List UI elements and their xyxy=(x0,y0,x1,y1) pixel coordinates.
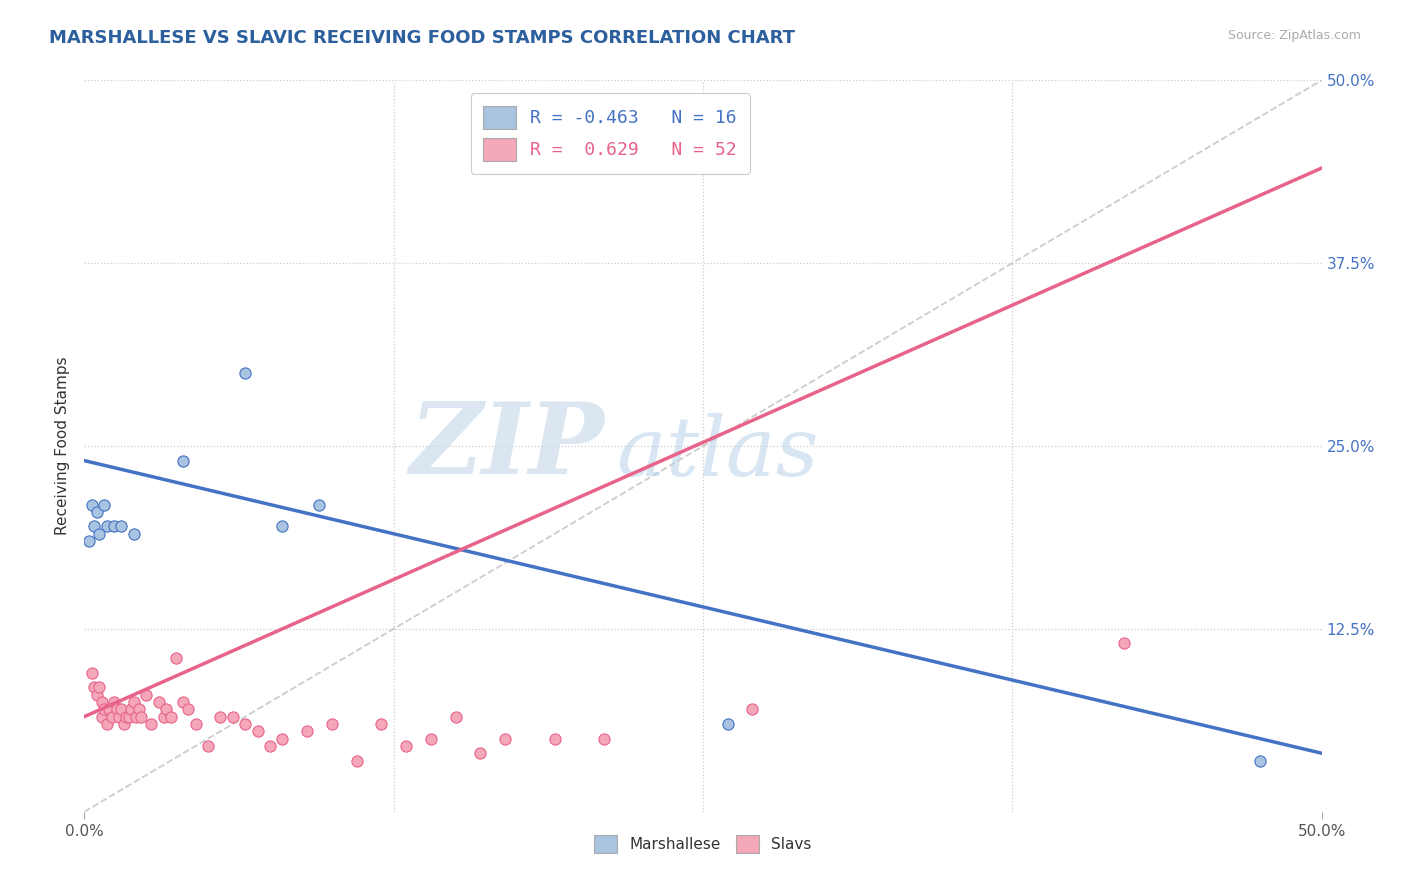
Point xyxy=(89,526,111,541)
Point xyxy=(197,739,219,753)
Point xyxy=(470,746,492,760)
Point xyxy=(112,717,135,731)
Text: Source: ZipAtlas.com: Source: ZipAtlas.com xyxy=(1227,29,1361,42)
Point xyxy=(115,709,138,723)
Point xyxy=(346,754,368,768)
Point xyxy=(93,702,115,716)
Point xyxy=(90,709,112,723)
Point xyxy=(122,526,145,541)
Point xyxy=(177,702,200,716)
Point xyxy=(160,709,183,723)
Point xyxy=(165,651,187,665)
Point xyxy=(271,731,294,746)
Point xyxy=(100,709,122,723)
Point xyxy=(172,453,194,467)
Legend: Marshallese, Slavs: Marshallese, Slavs xyxy=(588,829,818,859)
Point xyxy=(118,709,141,723)
Point xyxy=(141,717,163,731)
Point xyxy=(80,665,103,680)
Point xyxy=(96,717,118,731)
Y-axis label: Receiving Food Stamps: Receiving Food Stamps xyxy=(55,357,70,535)
Point xyxy=(395,739,418,753)
Text: MARSHALLESE VS SLAVIC RECEIVING FOOD STAMPS CORRELATION CHART: MARSHALLESE VS SLAVIC RECEIVING FOOD STA… xyxy=(49,29,796,46)
Point xyxy=(79,534,101,549)
Point xyxy=(370,717,392,731)
Point xyxy=(246,724,269,739)
Point xyxy=(110,519,132,533)
Point xyxy=(103,695,125,709)
Point xyxy=(172,695,194,709)
Point xyxy=(1249,754,1271,768)
Point xyxy=(233,717,256,731)
Point xyxy=(271,519,294,533)
Point xyxy=(593,731,616,746)
Point xyxy=(321,717,343,731)
Point xyxy=(122,695,145,709)
Point xyxy=(135,688,157,702)
Point xyxy=(155,702,177,716)
Point xyxy=(295,724,318,739)
Point xyxy=(152,709,174,723)
Point xyxy=(222,709,245,723)
Point xyxy=(259,739,281,753)
Point xyxy=(90,695,112,709)
Point xyxy=(108,709,131,723)
Point xyxy=(86,505,108,519)
Text: ZIP: ZIP xyxy=(409,398,605,494)
Point xyxy=(308,498,330,512)
Point xyxy=(125,709,148,723)
Point xyxy=(543,731,565,746)
Point xyxy=(89,681,111,695)
Point xyxy=(83,519,105,533)
Point xyxy=(110,702,132,716)
Point xyxy=(103,519,125,533)
Point xyxy=(209,709,232,723)
Point xyxy=(128,702,150,716)
Point xyxy=(494,731,516,746)
Point xyxy=(93,498,115,512)
Point xyxy=(233,366,256,380)
Point xyxy=(717,717,740,731)
Point xyxy=(1112,636,1135,650)
Point xyxy=(129,709,152,723)
Point xyxy=(86,688,108,702)
Point xyxy=(419,731,441,746)
Point xyxy=(148,695,170,709)
Point xyxy=(98,702,121,716)
Text: atlas: atlas xyxy=(616,413,818,493)
Point xyxy=(120,702,142,716)
Point xyxy=(96,519,118,533)
Point xyxy=(741,702,763,716)
Point xyxy=(105,702,128,716)
Point xyxy=(83,681,105,695)
Point xyxy=(444,709,467,723)
Point xyxy=(184,717,207,731)
Point xyxy=(80,498,103,512)
